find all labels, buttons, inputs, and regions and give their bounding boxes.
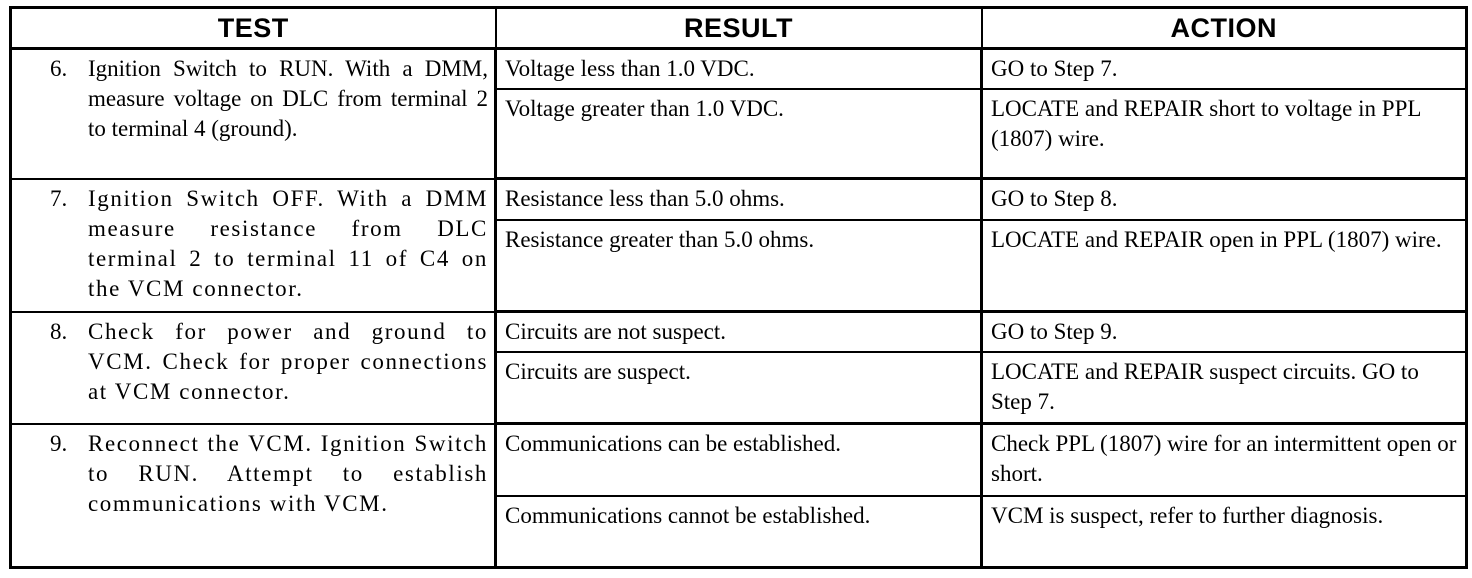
header-result: RESULT — [494, 6, 983, 50]
table-row: 6. Ignition Switch to RUN. With a DMM, me… — [9, 47, 1468, 180]
action-cell: VCM is suspect, refer to further diagnos… — [980, 494, 1468, 569]
result-cell: Resistance greater than 5.0 ohms. — [494, 218, 983, 313]
test-text: Ignition Switch OFF. With a DMM measure … — [88, 185, 488, 301]
step-number: 8. — [50, 318, 68, 344]
test-cell-step-7: 7. Ignition Switch OFF. With a DMM measur… — [9, 177, 497, 313]
test-text: Reconnect the VCM. Ignition Switch to RU… — [88, 430, 488, 516]
action-cell: GO to Step 7. — [980, 47, 1468, 90]
test-cell-step-9: 9. Reconnect the VCM. Ignition Switch to … — [9, 422, 497, 569]
header-test: TEST — [9, 6, 497, 50]
test-cell-step-6: 6. Ignition Switch to RUN. With a DMM, me… — [9, 47, 497, 180]
result-cell: Circuits are suspect. — [494, 350, 983, 425]
action-cell: GO to Step 8. — [980, 177, 1468, 221]
diagnostic-table: TEST RESULT ACTION 6. Ignition Switch to … — [9, 6, 1468, 569]
header-action: ACTION — [980, 6, 1468, 50]
result-cell: Communications can be established. — [494, 422, 983, 497]
table-row: Communications cannot be established. VC… — [11, 494, 1468, 569]
action-cell: GO to Step 9. — [980, 310, 1468, 353]
action-cell: LOCATE and REPAIR open in PPL (1807) wir… — [980, 218, 1468, 313]
step-number: 6. — [50, 56, 68, 81]
diagnostic-sheet: TEST RESULT ACTION 6. Ignition Switch to … — [9, 6, 1468, 569]
test-text: Ignition Switch to RUN. With a DMM, meas… — [88, 56, 488, 141]
action-cell: Check PPL (1807) wire for an intermitten… — [980, 422, 1468, 497]
result-cell: Voltage greater than 1.0 VDC. — [494, 87, 983, 180]
table-row: 9. Reconnect the VCM. Ignition Switch to … — [9, 422, 1468, 569]
header-row: TEST RESULT ACTION — [9, 6, 1468, 50]
result-cell: Circuits are not suspect. — [494, 310, 983, 353]
table-row: Voltage greater than 1.0 VDC. LOCATE and… — [11, 87, 1468, 180]
table-row: Circuits are suspect. LOCATE and REPAIR … — [11, 350, 1468, 425]
action-cell: LOCATE and REPAIR suspect circuits. GO t… — [980, 350, 1468, 425]
test-text: Check for power and ground to VCM. Check… — [88, 318, 488, 404]
step-number: 9. — [50, 430, 68, 456]
table-row: 8. Check for power and ground to VCM. Che… — [9, 310, 1468, 425]
result-cell: Resistance less than 5.0 ohms. — [494, 177, 983, 221]
table-row: Resistance greater than 5.0 ohms. LOCATE… — [11, 218, 1468, 313]
action-cell: LOCATE and REPAIR short to voltage in PP… — [980, 87, 1468, 180]
result-cell: Voltage less than 1.0 VDC. — [494, 47, 983, 90]
test-cell-step-8: 8. Check for power and ground to VCM. Che… — [9, 310, 497, 425]
result-cell: Communications cannot be established. — [494, 494, 983, 569]
table-row: 7. Ignition Switch OFF. With a DMM measur… — [9, 177, 1468, 313]
step-number: 7. — [50, 185, 68, 211]
